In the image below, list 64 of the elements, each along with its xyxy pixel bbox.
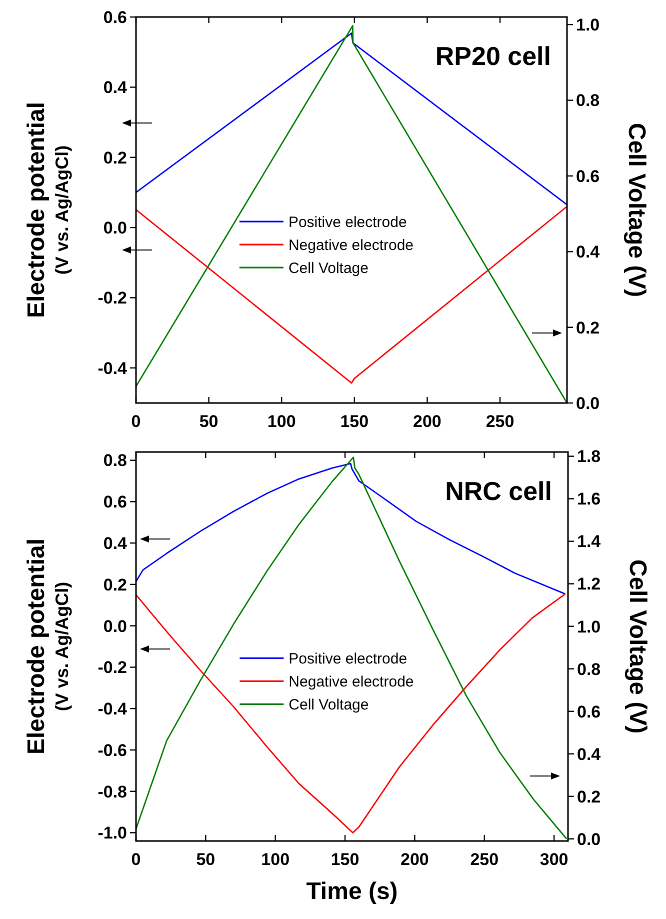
legend-label: Positive electrode [288,214,407,231]
y-tick-label: -0.2 [98,288,127,308]
y2-tick-label: 1.0 [577,617,601,636]
text: NRC cell [445,476,552,506]
y-tick-label: 0.6 [103,492,127,512]
y-axis-title: Electrode potential (V vs. Ag/AgCl) [23,102,72,318]
legend-label: Cell Voltage [288,696,369,714]
y-tick-label: 0.0 [103,218,127,238]
x-tick-label: 0 [131,850,141,869]
y2-tick-label: 0.2 [576,318,600,338]
y2-tick-label: 1.6 [577,490,601,509]
line-series [135,25,568,404]
x-tick-label: 50 [196,850,216,869]
x-tick-label: 250 [486,412,514,431]
y2-tick-label: 0.2 [577,787,601,806]
y-tick-label: -0.2 [98,658,127,678]
x-tick-label: 100 [267,412,296,431]
y2-axis-title: Cell Voltage (V) [624,559,651,734]
y2-tick-label: 1.2 [577,574,601,594]
y2-tick-label: 0.6 [576,166,600,186]
line-series [135,593,566,834]
y2-tick-label: 0.8 [576,91,600,110]
y-tick-label: 0.4 [103,78,128,98]
y2-tick-label: 0.4 [577,744,602,764]
legend-label: Negative electrode [288,236,414,254]
y-tick-label: 0.2 [103,148,127,168]
y-tick-label: -0.6 [98,740,127,760]
x-tick-label: 200 [400,850,429,869]
y-tick-label: 0.0 [103,616,127,636]
legend-label: Positive electrode [288,650,408,668]
line-series [135,462,566,595]
legend-label: Negative electrode [288,673,414,690]
y-tick-label: 0.6 [103,8,127,27]
y-tick-label: 0.4 [103,534,128,553]
y-axis-title: Electrode potential (V vs. Ag/AgCl) [23,538,72,755]
y2-tick-label: 0.0 [576,394,600,413]
y-tick-label: -0.8 [98,782,127,802]
y2-tick-label: 1.4 [577,532,602,552]
y-tick-label: 0.2 [103,575,127,594]
y2-tick-label: 0.4 [576,242,600,262]
legend-label: Cell Voltage [288,260,369,277]
x-tick-label: 250 [470,850,499,869]
x-tick-label: 150 [330,850,360,869]
y2-tick-label: 1.8 [577,447,601,466]
line-series [135,32,568,206]
y-tick-label: 0.8 [103,451,127,470]
x-axis-title: Time (s) [306,878,398,905]
y2-tick-label: 0.8 [577,660,601,679]
text: RP20 cell [435,41,551,71]
x-tick-label: 200 [413,412,442,431]
y-tick-label: -0.4 [98,700,128,719]
x-tick-label: 300 [540,850,568,869]
y2-tick-label: 0.6 [577,702,601,722]
y2-tick-label: 1.0 [576,16,600,35]
y2-axis-title: Cell Voltage (V) [623,122,650,298]
line-series [135,456,568,840]
line-series [135,206,568,384]
x-tick-label: 100 [261,850,290,869]
x-tick-label: 50 [199,412,218,431]
x-tick-label: 150 [340,412,369,431]
x-tick-label: 0 [131,412,141,431]
y2-tick-label: 0.0 [577,830,601,849]
y-tick-label: -1.0 [98,824,127,843]
y-tick-label: -0.4 [98,358,128,378]
